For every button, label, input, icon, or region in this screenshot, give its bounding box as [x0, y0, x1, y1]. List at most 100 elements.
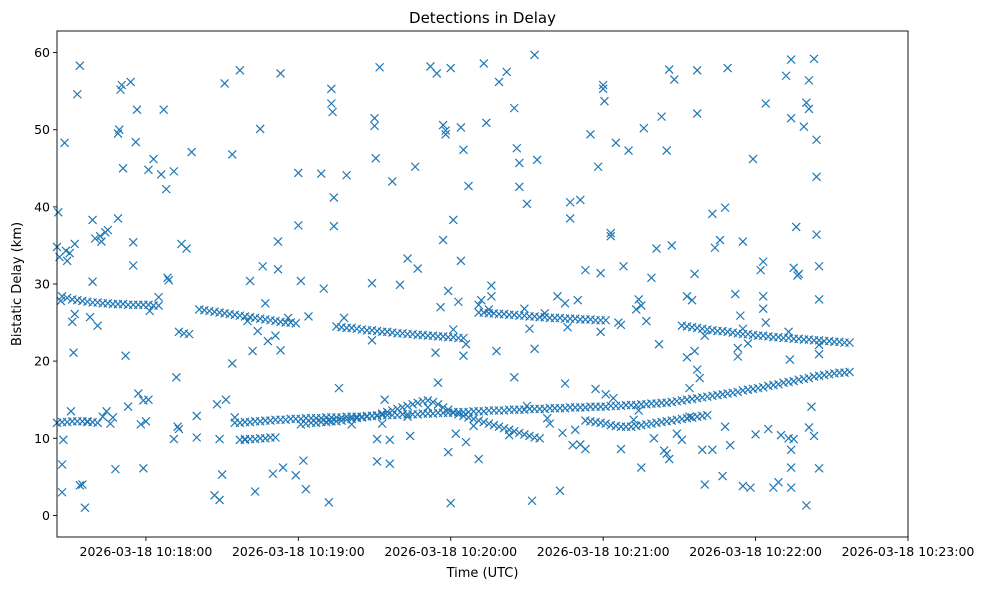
data-point-scatter-noise [758, 257, 768, 267]
data-point-scatter-noise [105, 419, 115, 429]
data-point-scatter-noise [687, 295, 697, 305]
data-point-scatter-noise [448, 215, 458, 225]
data-point-scatter-noise [685, 383, 694, 393]
data-point-scatter-noise [682, 291, 692, 301]
data-point-scatter-noise [723, 63, 733, 73]
data-point-scatter-noise [432, 68, 442, 78]
data-point-scatter-noise [377, 419, 387, 429]
data-point-scatter-noise [380, 395, 390, 405]
data-point-scatter-noise [555, 486, 565, 496]
data-point-track-crossing [398, 402, 407, 412]
data-point-scatter-noise [156, 170, 166, 179]
data-point-scatter-noise [606, 228, 616, 238]
data-point-scatter-noise [62, 256, 72, 266]
data-point-scatter-noise [619, 261, 628, 271]
data-point-scatter-noise [540, 308, 550, 318]
data-point-scatter-noise [532, 155, 542, 165]
data-point-scatter-noise [342, 170, 352, 180]
data-point-scatter-noise [144, 165, 153, 175]
data-point-track-upper [291, 318, 301, 328]
data-point-scatter-noise [273, 237, 283, 247]
data-point-track-crossing [438, 402, 448, 412]
data-point-scatter-noise [128, 237, 138, 247]
data-point-scatter-noise [154, 292, 164, 302]
data-point-scatter-noise [410, 162, 420, 172]
data-point-scatter-noise [136, 419, 146, 429]
data-point-scatter-noise [85, 312, 95, 322]
data-point-scatter-noise [72, 89, 82, 99]
data-point-scatter-noise [474, 300, 484, 310]
x-tick-label: 2026-03-18 10:20:00 [384, 544, 517, 559]
data-point-scatter-noise [509, 372, 519, 382]
data-point-scatter-noise [283, 313, 293, 323]
data-point-scatter-noise [83, 416, 92, 426]
data-point-scatter-noise [159, 105, 169, 115]
data-point-scatter-noise [271, 331, 280, 341]
data-point-track-lower [93, 418, 103, 428]
data-point-scatter-noise [326, 84, 336, 94]
data-point-scatter-noise [514, 158, 524, 168]
data-point-track-crossing [433, 399, 443, 409]
data-point-scatter-noise [443, 447, 453, 457]
data-point-scatter-noise [75, 61, 85, 71]
data-point-scatter-noise [403, 412, 412, 422]
data-point-scatter-noise [690, 346, 700, 356]
data-point-scatter-noise [173, 422, 183, 432]
data-point-scatter-noise [405, 431, 415, 441]
data-point-track-crossing [514, 428, 524, 438]
data-point-track-crossing [387, 406, 397, 415]
data-point-scatter-noise [573, 295, 583, 305]
data-point-scatter-noise [293, 220, 303, 230]
data-point-track-crossing [601, 419, 611, 429]
data-point-scatter-noise [629, 415, 639, 425]
y-tick-label: 20 [34, 354, 50, 369]
data-point-scatter-noise [169, 166, 179, 176]
data-point-scatter-noise [278, 463, 288, 473]
data-point-scatter-noise [324, 497, 334, 507]
data-point-scatter-noise [743, 338, 753, 348]
data-point-scatter-noise [451, 429, 461, 439]
data-point-scatter-noise [184, 329, 194, 339]
data-point-scatter-noise [662, 146, 672, 155]
data-point-scatter-noise [636, 301, 646, 311]
data-point-scatter-noise [117, 80, 127, 90]
data-point-track-upper [459, 333, 468, 343]
data-point-scatter-noise [591, 384, 600, 394]
data-point-scatter-noise [786, 55, 796, 64]
data-point-scatter-noise [814, 340, 824, 350]
data-point-scatter-noise [114, 125, 124, 135]
data-point-track-crossing [464, 413, 473, 422]
data-point-scatter-noise [296, 276, 306, 286]
data-point-scatter-noise [70, 309, 80, 319]
data-point-scatter-noise [801, 500, 811, 510]
data-point-scatter-noise [75, 480, 85, 490]
data-point-scatter-noise [598, 84, 608, 94]
data-point-scatter-noise [456, 122, 466, 132]
data-point-track-crossing [382, 407, 392, 417]
data-point-scatter-noise [718, 471, 727, 481]
data-point-scatter-noise [799, 122, 809, 132]
data-point-scatter-noise [639, 123, 649, 133]
data-point-scatter-noise [250, 487, 260, 496]
data-point-scatter-noise [812, 172, 821, 182]
data-point-scatter-noise [385, 459, 395, 469]
data-point-scatter-noise [494, 77, 504, 87]
data-point-scatter-noise [304, 311, 313, 321]
data-point-scatter-noise [118, 163, 128, 173]
data-point-scatter-noise [53, 207, 63, 217]
data-point-scatter-noise [600, 96, 609, 106]
data-point-scatter-noise [469, 421, 479, 431]
data-point-scatter-noise [291, 470, 301, 480]
data-point-scatter-noise [240, 434, 250, 444]
data-point-scatter-noise [221, 395, 231, 405]
data-point-track-lower [774, 379, 783, 389]
data-point-track-lower [758, 382, 768, 392]
data-point-scatter-noise [761, 318, 771, 327]
x-tick-label: 2026-03-18 10:21:00 [537, 544, 670, 559]
data-point-scatter-noise [662, 449, 672, 459]
data-point-scatter-noise [132, 105, 142, 115]
data-point-scatter-noise [98, 412, 108, 422]
data-point-scatter-noise [647, 273, 656, 283]
data-point-scatter-noise [431, 348, 440, 358]
data-point-scatter-noise [804, 423, 814, 432]
